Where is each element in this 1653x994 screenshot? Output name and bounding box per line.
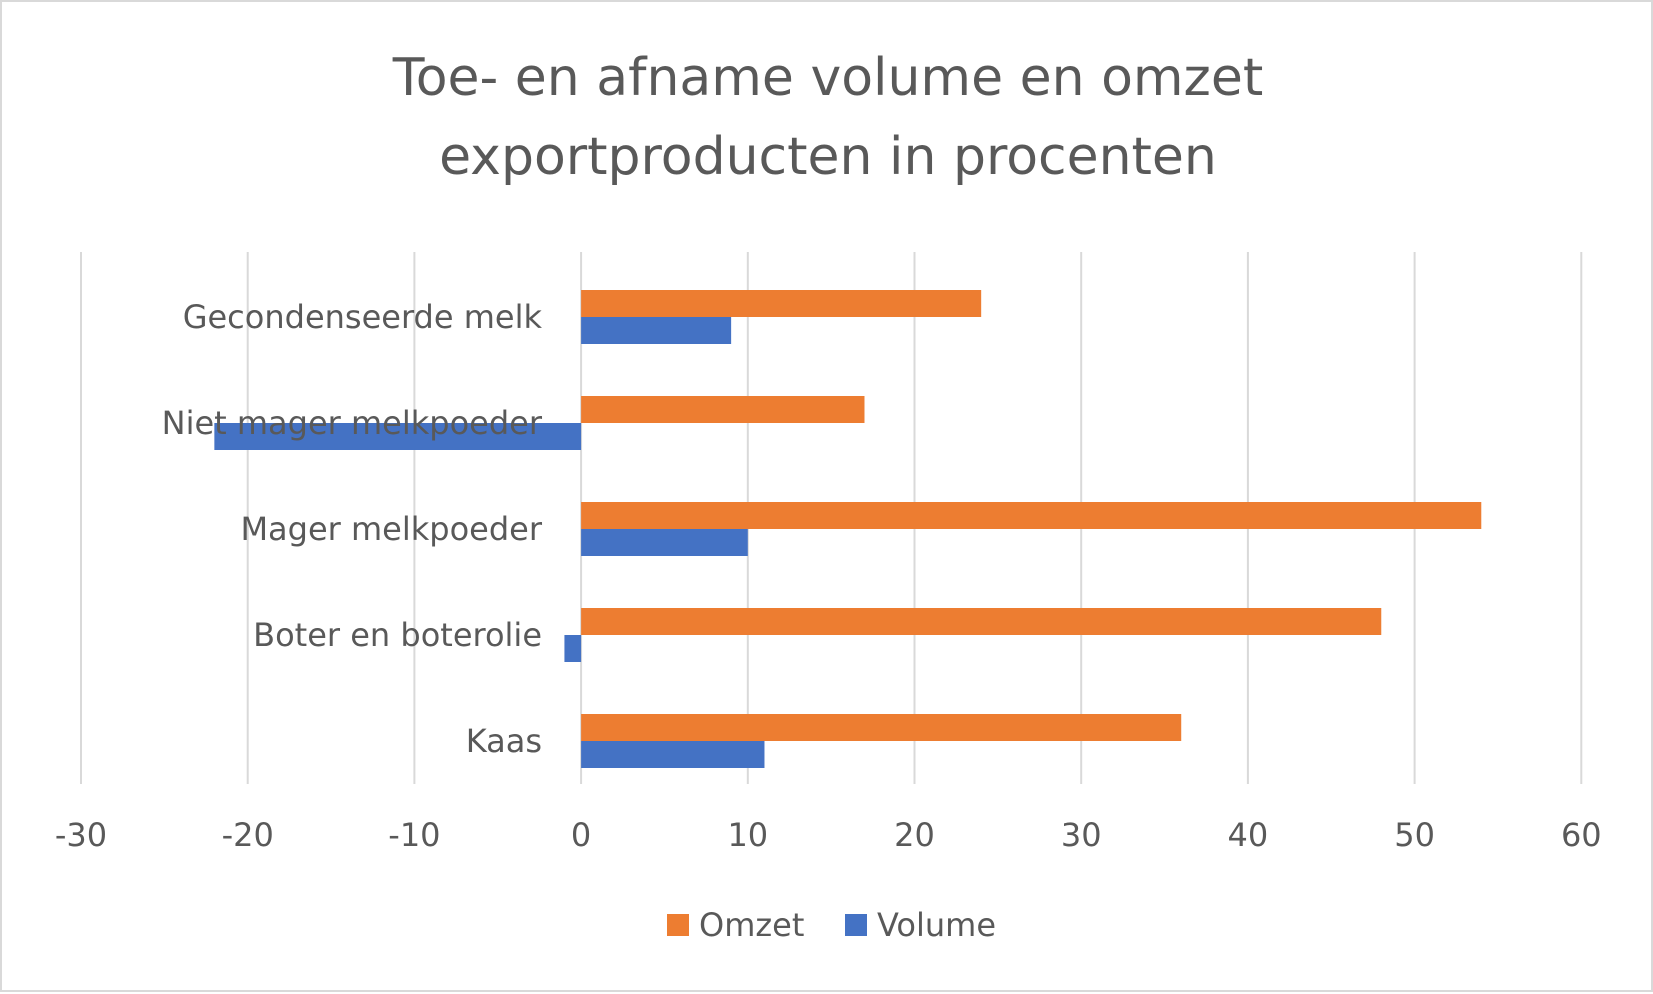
bar-volume-4 <box>581 741 765 768</box>
bars <box>214 290 1482 768</box>
chart-title-line-1: Toe- en afname volume en omzet <box>392 48 1263 108</box>
x-tick-label: 60 <box>1561 816 1602 854</box>
legend-label-volume: Volume <box>877 906 996 944</box>
bar-volume-2 <box>581 529 748 556</box>
bar-volume-3 <box>564 635 582 662</box>
bar-omzet-2 <box>581 502 1482 529</box>
chart-title: Toe- en afname volume en omzet exportpro… <box>392 48 1263 187</box>
bar-volume-1 <box>214 423 582 450</box>
legend-swatch-omzet <box>667 914 689 936</box>
category-label: Mager melkpoeder <box>240 510 542 548</box>
x-tick-label: -30 <box>55 816 107 854</box>
x-tick-label: 10 <box>727 816 768 854</box>
legend: Omzet Volume <box>667 906 996 944</box>
category-labels: Gecondenseerde melk Niet mager melkpoeder… <box>162 298 543 760</box>
x-tick-label: 50 <box>1394 816 1435 854</box>
x-tick-label: -20 <box>222 816 274 854</box>
bar-omzet-1 <box>581 396 865 423</box>
bar-volume-0 <box>581 317 732 344</box>
x-axis-tick-labels: -30 -20 -10 0 10 20 30 40 50 60 <box>55 816 1602 854</box>
bar-omzet-4 <box>581 714 1182 741</box>
x-tick-label: 30 <box>1061 816 1102 854</box>
x-tick-label: 40 <box>1228 816 1269 854</box>
x-tick-label: 20 <box>894 816 935 854</box>
x-tick-label: -10 <box>388 816 440 854</box>
category-label: Kaas <box>466 722 542 760</box>
category-label: Niet mager melkpoeder <box>162 404 543 442</box>
x-tick-label: 0 <box>571 816 591 854</box>
legend-label-omzet: Omzet <box>699 906 804 944</box>
category-label: Boter en boterolie <box>253 616 542 654</box>
legend-swatch-volume <box>845 914 867 936</box>
bar-omzet-0 <box>581 290 982 317</box>
category-label: Gecondenseerde melk <box>183 298 543 336</box>
chart-title-line-2: exportproducten in procenten <box>439 127 1217 187</box>
bar-omzet-3 <box>581 608 1382 635</box>
